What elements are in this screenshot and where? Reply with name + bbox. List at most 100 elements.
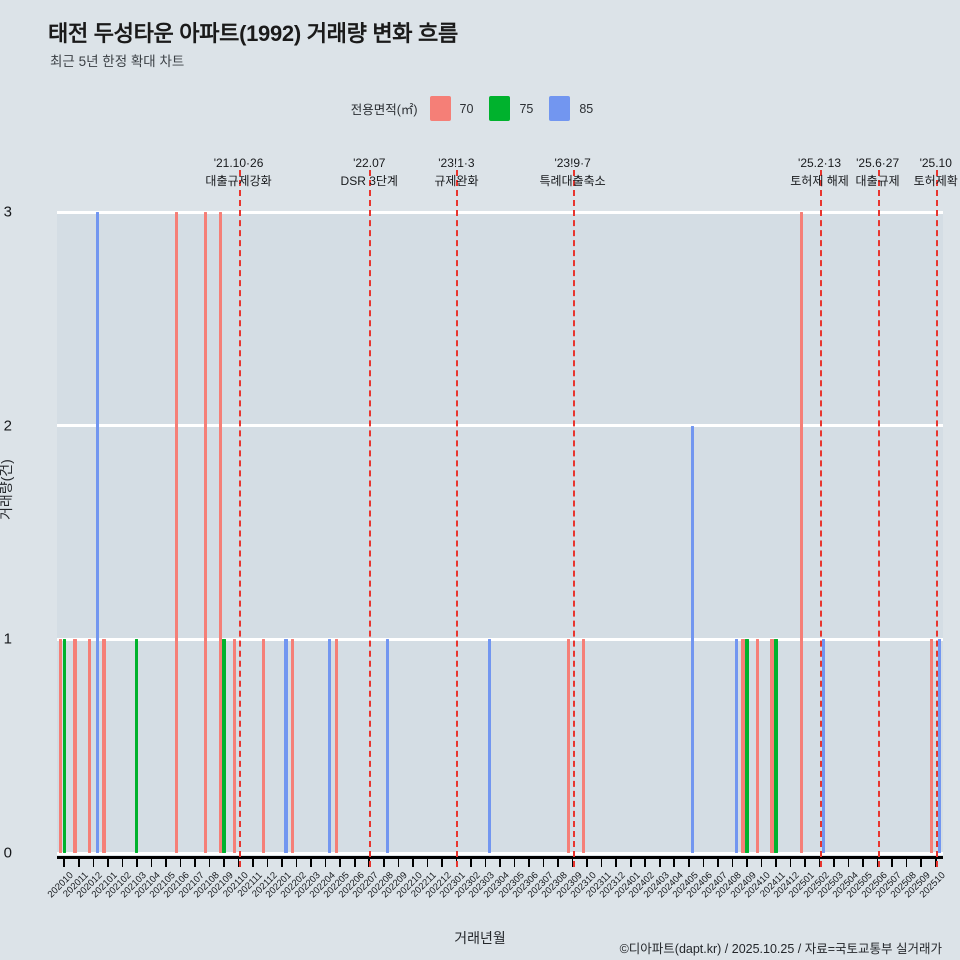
event-marker-line [877,170,880,867]
bar[interactable] [291,639,295,853]
y-tick-label: 2 [3,417,12,435]
plot-area [57,210,943,855]
event-name-label: 토허제 해제 [790,174,849,188]
x-tick [426,858,429,867]
event-marker-label: '21.10·26 대출규제강화 [179,154,299,190]
event-name-label: 토허제확 [913,174,958,188]
x-tick [789,858,792,867]
x-tick [295,858,298,867]
bar[interactable] [755,639,760,853]
event-date-label: '23!9·7 [554,156,591,170]
x-tick [717,858,719,867]
x-tick [179,858,182,867]
bar[interactable] [284,639,288,853]
x-tick [77,858,80,867]
bar[interactable] [135,639,139,853]
x-tick [63,858,66,867]
bar[interactable] [87,639,92,853]
x-tick [702,858,705,867]
bar[interactable] [734,639,738,853]
x-tick [557,858,559,867]
bar[interactable] [930,639,934,853]
bar[interactable] [774,639,778,853]
bar[interactable] [62,639,66,853]
y-tick-label: 0 [3,844,12,862]
event-marker-line [572,170,575,867]
event-marker-label: '23!1·3 규제완화 [396,154,516,190]
bar[interactable] [218,212,222,853]
page-title: 태전 두성타운 아파트(1992) 거래량 변화 흐름 [48,21,458,46]
bar[interactable] [487,639,491,853]
event-marker-line [819,170,822,867]
gridline [57,424,943,428]
bar[interactable] [334,639,338,853]
x-tick [629,858,632,867]
x-tick [775,858,777,867]
bar[interactable] [741,639,745,853]
x-axis-title: 거래년월 [454,930,506,946]
bar[interactable] [73,639,77,853]
event-marker-line [238,170,241,867]
legend-label: 75 [519,101,534,116]
bar[interactable] [938,639,942,853]
x-tick [92,858,95,867]
event-date-label: '23!1·3 [438,156,475,170]
x-axis-line [57,856,943,859]
x-tick [266,858,269,867]
x-tick [905,858,908,867]
x-tick [528,858,530,867]
bar[interactable] [222,639,226,853]
bar[interactable] [799,212,803,853]
gridline [57,637,943,641]
event-marker-line [456,170,459,867]
bar[interactable] [327,639,332,853]
event-marker-label: '25.2·13 토허제 해제 [760,154,880,190]
bar[interactable] [262,639,266,853]
bar[interactable] [567,639,571,853]
x-tick [760,858,763,867]
event-date-label: '25.10 [919,156,952,170]
bar[interactable] [821,639,825,853]
bar[interactable] [386,639,390,853]
x-tick [586,858,588,867]
x-tick [804,858,806,867]
x-tick [353,858,356,867]
x-tick [688,858,690,867]
bar[interactable] [745,639,749,853]
legend-item[interactable]: 85 [549,96,593,121]
x-tick [223,858,225,867]
legend-title: 전용면적(㎡) [350,103,418,117]
y-tick-label: 3 [3,203,12,221]
x-tick [252,858,254,867]
x-tick [324,858,327,867]
event-date-label: '25.6·27 [856,156,900,170]
x-tick [150,858,153,867]
bar[interactable] [102,639,106,853]
bar[interactable] [95,212,99,853]
bar[interactable] [691,425,695,853]
bar[interactable] [233,639,237,853]
x-tick [920,858,922,867]
legend-item[interactable]: 75 [489,96,533,121]
event-name-label: 규제완화 [434,174,479,188]
x-tick [208,858,211,867]
bar[interactable] [581,639,585,853]
event-name-label: 대출규제 [855,174,900,188]
x-tick [165,858,167,867]
x-tick [470,858,472,867]
x-tick [731,858,734,867]
bar[interactable] [204,212,208,853]
legend-item[interactable]: 70 [429,96,473,121]
bar[interactable] [58,639,62,853]
x-tick [281,858,283,867]
event-name-label: 특례대출축소 [539,174,606,188]
y-axis-title: 거래량(건) [0,459,14,520]
bar[interactable] [174,212,179,853]
event-name-label: 대출규제강화 [205,174,272,188]
page-subtitle: 최근 5년 한정 확대 차트 [50,54,185,69]
event-date-label: '22.07 [353,156,386,170]
x-tick [658,858,661,867]
bar[interactable] [770,639,774,853]
y-tick-label: 1 [3,630,12,648]
x-tick [499,858,501,867]
